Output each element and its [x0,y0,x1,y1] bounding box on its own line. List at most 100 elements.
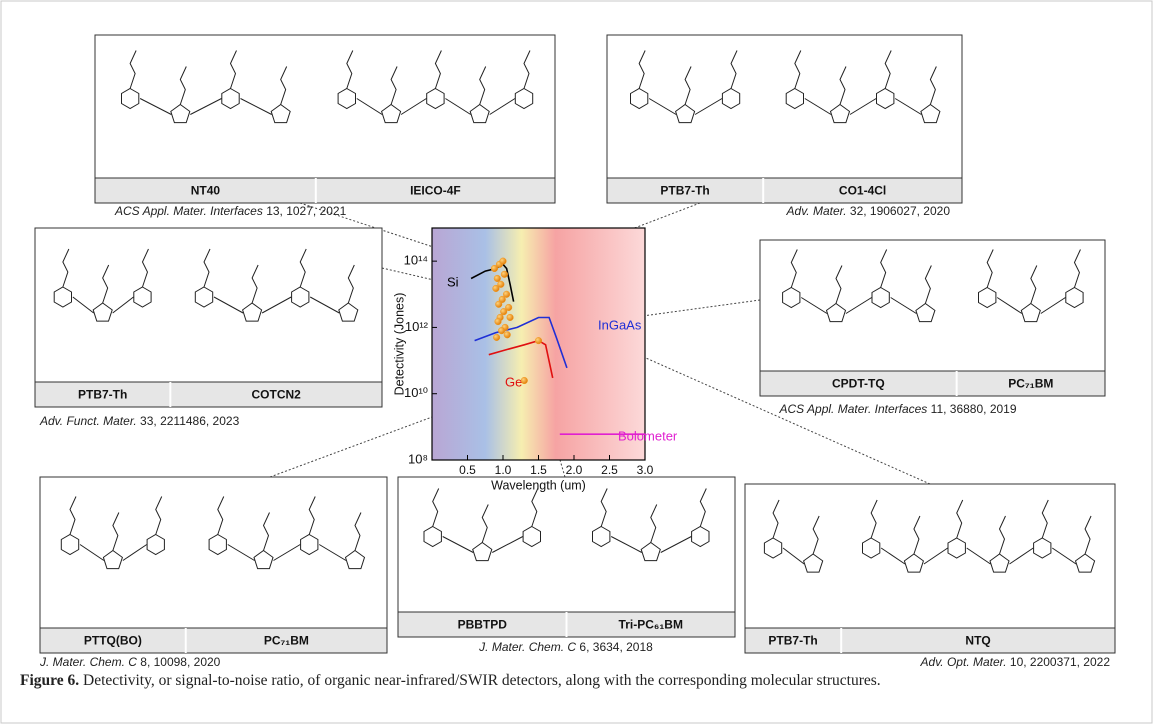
molecule-bond [915,302,936,323]
molecule-chain [390,66,398,105]
caption: Figure 6. Detectivity, or signal-to-nois… [20,670,1130,691]
citation-ref: 13, 1027, 2021 [266,204,346,218]
molecule-name: CPDT-TQ [832,377,885,391]
molecule-bond [309,296,340,314]
molecule-bond [381,103,402,124]
citation-ref: 33, 2211486, 2023 [140,414,240,428]
molecule-chain [129,50,137,89]
series-line [474,316,568,369]
molecule-chain [929,66,937,105]
data-point [499,257,507,265]
molecule-bond [291,286,310,308]
molecule-bond [1020,302,1041,323]
structure-panel: CPDT-TQ PC₇₁BM ACS Appl. Mater. Interfaces… [759,239,1106,416]
citation: J. Mater. Chem. C 6, 3634, 2018 [478,640,653,654]
structure-panel: PTB7-Th NTQ Adv. Opt. Mater. 10, 2200371, … [744,483,1116,669]
molecule-bond [592,525,611,548]
panel-box [606,34,963,204]
molecule-bond [648,98,677,115]
molecule-chain [1041,499,1049,539]
molecule-bond [763,537,783,559]
data-point [534,337,543,345]
molecule-bond [338,302,359,322]
molecule-bond [102,549,123,570]
molecule-bond [522,525,541,548]
molecule-bond [300,533,319,556]
data-point [498,327,506,335]
molecule-name: NTQ [965,634,990,648]
label-bar [744,627,1116,654]
molecule-bond [1040,297,1066,314]
structure-panel: PTB7-Th CO1-4Cl Adv. Mater. 32, 1906027, 2… [606,34,963,218]
data-point [500,308,508,316]
data-point [505,303,513,312]
molecule-chain [839,66,847,105]
series-label: Ge [505,374,522,389]
molecule-bond [903,553,924,573]
molecule-bond [337,87,356,110]
x-tick-label: 0.5 [459,463,476,477]
data-point [503,331,511,339]
molecule-bond [801,297,828,314]
molecule-chain [141,248,149,288]
molecule-name: IEICO-4F [410,184,461,198]
molecule-chain [913,515,921,555]
data-point [490,264,499,273]
data-point [494,318,502,326]
molecule-chain [112,512,120,551]
molecule-bond [804,98,832,115]
molecule-chain [523,50,531,89]
molecule-chain [699,488,707,527]
molecule-bond [146,533,165,556]
data-point [495,300,503,308]
panel-box [39,476,388,654]
structure-panel: PTB7-Th COTCN2 Adv. Funct. Mater. 33, 2211… [34,227,383,428]
molecule-bond [825,302,847,323]
citation-ref: 10, 2200371, 2022 [1010,655,1110,669]
molecule-name: PBBTPD [458,618,508,632]
molecule-chain [812,515,820,555]
molecule-bond [989,553,1010,573]
data-point [497,280,505,288]
molecule-bond [426,87,445,110]
label-bar [34,381,383,408]
molecule-chain [870,499,878,539]
x-tick-label: 2.5 [601,463,618,477]
molecule-bond [947,537,966,559]
molecule-chain [650,504,658,543]
data-point [493,274,501,283]
citation-journal: Adv. Funct. Mater. [39,414,137,428]
molecule-chain [986,249,994,288]
molecule-chain [262,512,270,551]
molecule-bond [356,98,383,115]
molecule-name: PC₇₁BM [1008,377,1053,391]
molecule-bond [253,549,274,570]
series-label: Bolometer [618,428,678,443]
x-tick-label: 3.0 [637,463,654,477]
molecule-bond [273,544,301,561]
molecule-chain [179,66,187,105]
citation-journal: J. Mater. Chem. C [478,640,576,654]
molecule-chain [924,265,932,304]
molecule-bond [318,544,347,561]
molecule-chain [217,496,225,535]
molecule-bond [966,547,991,565]
molecule-bond [996,297,1023,314]
molecule-chain [531,488,539,527]
citation: Adv. Opt. Mater. 10, 2200371, 2022 [920,655,1111,669]
molecule-name: PTB7-Th [768,634,817,648]
molecule-chain [1084,515,1092,555]
molecule-bond [880,547,906,565]
molecule-bond [60,533,80,556]
series-label: InGaAs [598,317,642,332]
molecule-bond [400,98,427,115]
molecule-name: Tri-PC₆₁BM [619,618,683,632]
molecule-name: NT40 [191,184,221,198]
panel-box [397,476,736,638]
molecule-bond [344,549,366,570]
label-bar [39,627,388,654]
molecule-chain [772,499,780,539]
molecule-bond [640,541,661,562]
molecule-chain [730,50,738,89]
